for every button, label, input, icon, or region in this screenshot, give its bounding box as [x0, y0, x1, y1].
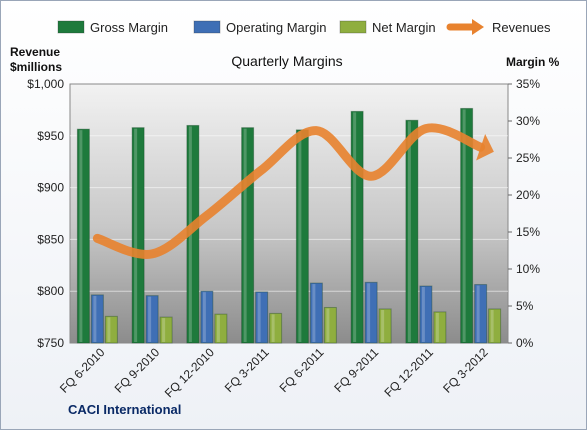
bar-gross-margin	[405, 119, 419, 344]
bar-highlight	[326, 308, 330, 342]
legend: Gross Margin Operating Margin Net Margin Re…	[57, 19, 551, 35]
left-axis-title-line2: $millions	[10, 60, 62, 74]
bar-highlight	[381, 309, 385, 342]
bar-net-margin	[104, 315, 118, 344]
left-axis-title-line1: Revenue	[10, 45, 60, 59]
left-tick-label: $850	[37, 232, 64, 246]
bar-operating-margin	[200, 290, 214, 344]
bar-highlight	[107, 317, 111, 342]
bar-highlight	[435, 312, 439, 342]
bar-highlight	[490, 309, 494, 342]
bar-highlight	[257, 292, 261, 342]
bar-highlight	[148, 296, 152, 342]
revenue-line-path	[92, 123, 486, 259]
legend-swatch-net-margin	[339, 20, 367, 34]
legend-label-net-margin: Net Margin	[372, 20, 436, 35]
bar-highlight	[476, 285, 480, 342]
bar-operating-margin	[145, 295, 159, 344]
bar-highlight	[367, 283, 371, 342]
bar-operating-margin	[255, 291, 269, 344]
bar-gross-margin	[460, 107, 474, 344]
right-tick-label: 10%	[516, 262, 540, 276]
right-tick-label: 0%	[516, 336, 534, 350]
bar-gross-margin	[76, 128, 90, 344]
bar-net-margin	[269, 312, 283, 344]
legend-label-revenues: Revenues	[492, 20, 551, 35]
left-tick-label: $900	[37, 181, 64, 195]
legend-swatch-gross-margin	[57, 20, 85, 34]
right-tick-label: 35%	[516, 77, 540, 91]
bar-operating-margin	[90, 294, 104, 344]
legend-label-operating-margin: Operating Margin	[226, 20, 326, 35]
bar-highlight	[271, 314, 275, 342]
left-tick-label: $750	[37, 336, 64, 350]
right-tick-label: 20%	[516, 188, 540, 202]
bar-highlight	[93, 295, 97, 342]
right-tick-label: 5%	[516, 299, 534, 313]
bar-net-margin	[323, 306, 337, 344]
bar-highlight	[421, 287, 425, 342]
bar-gross-margin	[295, 129, 309, 344]
bar-highlight	[407, 121, 411, 342]
bar-highlight	[216, 315, 220, 342]
legend-label-gross-margin: Gross Margin	[90, 20, 168, 35]
bar-operating-margin	[474, 284, 488, 344]
legend-arrow-revenues	[472, 19, 484, 35]
bar-highlight	[312, 284, 316, 342]
right-axis-title: Margin %	[506, 55, 560, 69]
bar-operating-margin	[309, 282, 323, 344]
bar-net-margin	[159, 316, 173, 344]
bar-net-margin	[214, 313, 228, 344]
left-tick-label: $950	[37, 129, 64, 143]
legend-swatch-operating-margin	[193, 20, 221, 34]
bar-highlight	[134, 128, 138, 342]
right-tick-label: 15%	[516, 225, 540, 239]
bar-highlight	[79, 130, 83, 342]
chart-title: Quarterly Margins	[231, 53, 342, 69]
bar-gross-margin	[131, 127, 145, 344]
source-label: CACI International	[68, 402, 181, 417]
bar-gross-margin	[241, 127, 255, 344]
bar-net-margin	[488, 308, 502, 344]
bar-highlight	[353, 112, 357, 342]
bar-operating-margin	[364, 281, 378, 344]
left-tick-label: $800	[37, 284, 64, 298]
bar-highlight	[243, 128, 247, 342]
revenue-line	[92, 123, 494, 259]
bar-highlight	[202, 292, 206, 342]
bar-gross-margin	[350, 110, 364, 344]
bar-net-margin	[433, 311, 447, 344]
bar-highlight	[298, 130, 302, 342]
revenue-arrowhead	[476, 133, 494, 161]
right-tick-label: 30%	[516, 114, 540, 128]
bar-net-margin	[378, 308, 392, 344]
bar-highlight	[162, 318, 166, 342]
bar-highlight	[462, 109, 466, 342]
right-tick-label: 25%	[516, 151, 540, 165]
left-tick-label: $1,000	[27, 77, 64, 91]
bar-operating-margin	[419, 285, 433, 344]
